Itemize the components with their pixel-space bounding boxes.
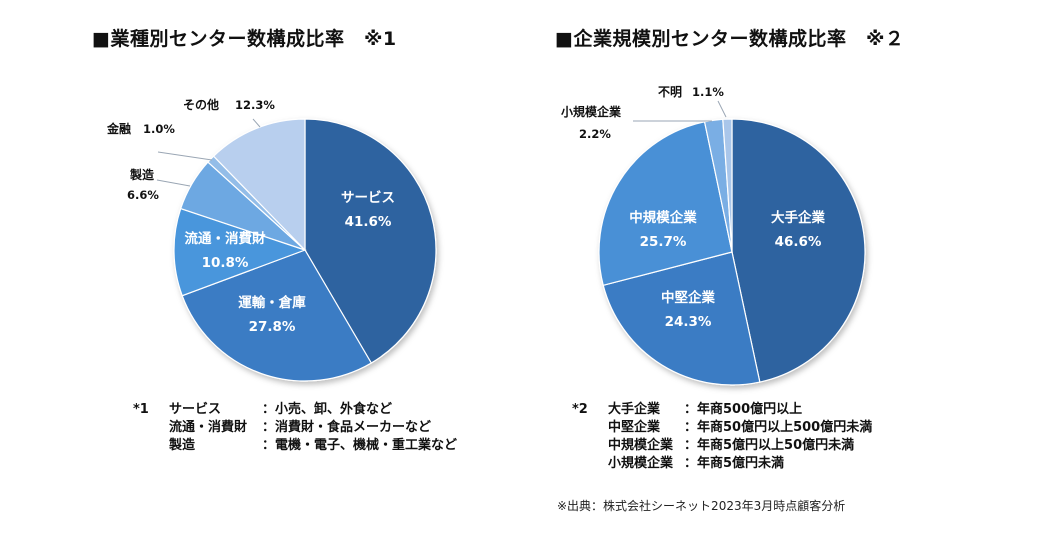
slice-value: 1.0% bbox=[143, 122, 175, 136]
note-term: 大手企業 bbox=[608, 402, 661, 417]
pie-slice-industry-2 bbox=[173, 207, 307, 297]
pie-slice-size-4 bbox=[722, 118, 733, 253]
slice-label: その他 bbox=[183, 97, 219, 112]
slice-label: 小規模企業 bbox=[561, 104, 622, 119]
leader-line bbox=[156, 179, 191, 187]
slice-value: 25.7% bbox=[640, 234, 687, 250]
slice-value: 1.1% bbox=[692, 85, 724, 99]
slice-label: 中規模企業 bbox=[629, 209, 697, 226]
slice-value: 41.6% bbox=[345, 214, 392, 230]
slice-value: 6.6% bbox=[127, 188, 159, 202]
slice-label: 金融 bbox=[106, 121, 131, 136]
leader-line bbox=[252, 118, 261, 128]
note-term: 中規模企業 bbox=[608, 438, 674, 453]
company-size-notes: *2 大手企業 ：年商500億円以上 中堅企業 ：年商50億円以上500億円未満… bbox=[572, 401, 872, 473]
note-desc: ：年商50億円以上500億円未満 bbox=[684, 420, 873, 435]
note-desc: ：年商5億円未満 bbox=[684, 456, 785, 471]
note-mark: *2 bbox=[572, 402, 588, 417]
leader-line bbox=[717, 100, 727, 118]
industry-pie-chart: サービス 41.6% 運輸・倉庫 27.8% 流通・消費財 10.8% 製造 6.6% 金融 1.… bbox=[106, 97, 437, 382]
note-term: 小規模企業 bbox=[608, 456, 674, 471]
left-chart-title: ■業種別センター数構成比率 ※1 bbox=[92, 28, 397, 50]
note-desc: ：小売、卸、外食など bbox=[262, 402, 393, 417]
pie-slice-size-0 bbox=[731, 118, 866, 383]
leader-line bbox=[157, 151, 213, 161]
slice-label: サービス bbox=[341, 190, 395, 206]
slice-label: 運輸・倉庫 bbox=[238, 294, 306, 311]
note-term: 流通・消費財 bbox=[169, 420, 248, 435]
note-term: 中堅企業 bbox=[608, 420, 661, 435]
slice-value: 27.8% bbox=[249, 319, 296, 335]
right-chart-title: ■企業規模別センター数構成比率 ※２ bbox=[555, 28, 905, 50]
pie-slice-size-2 bbox=[598, 121, 733, 287]
pie-slice-industry-0 bbox=[304, 118, 437, 364]
industry-notes: *1 サービス ：小売、卸、外食など 流通・消費財 ：消費財・食品メーカーなど … bbox=[133, 401, 457, 455]
note-mark: *1 bbox=[133, 402, 149, 417]
slice-value: 46.6% bbox=[775, 234, 822, 250]
slice-label: 製造 bbox=[129, 167, 155, 182]
note-term: 製造 bbox=[169, 438, 196, 453]
pie-slice-industry-1 bbox=[181, 249, 373, 382]
pie-slices bbox=[598, 118, 866, 386]
pie-slices bbox=[173, 118, 437, 382]
note-term: サービス bbox=[169, 402, 222, 417]
company-size-pie-chart: 大手企業 46.6% 中堅企業 24.3% 中規模企業 25.7% 小規模企業 2.2% 不明 1… bbox=[561, 85, 866, 386]
pie-slice-industry-5 bbox=[212, 118, 306, 252]
note-desc: ：年商500億円以上 bbox=[684, 402, 803, 417]
slice-value: 12.3% bbox=[235, 98, 275, 112]
slice-value: 24.3% bbox=[665, 314, 712, 330]
slice-label: 流通・消費財 bbox=[185, 230, 266, 247]
slice-label: 大手企業 bbox=[771, 209, 825, 226]
note-desc: ：消費財・食品メーカーなど bbox=[262, 420, 432, 435]
note-desc: ：電機・電子、機械・重工業など bbox=[262, 438, 458, 453]
note-desc: ：年商5億円以上50億円未満 bbox=[684, 438, 855, 453]
source-note: ※出典：株式会社シーネット2023年3月時点顧客分析 bbox=[557, 499, 846, 513]
pie-slice-size-1 bbox=[602, 251, 761, 386]
slice-value: 2.2% bbox=[579, 127, 611, 141]
slice-value: 10.8% bbox=[202, 255, 249, 271]
slice-label: 中堅企業 bbox=[661, 289, 715, 306]
slice-label: 不明 bbox=[658, 85, 682, 99]
